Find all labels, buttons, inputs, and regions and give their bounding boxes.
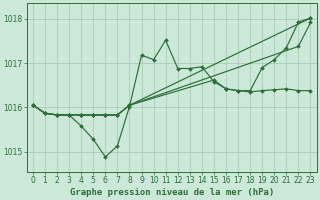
X-axis label: Graphe pression niveau de la mer (hPa): Graphe pression niveau de la mer (hPa) [69,188,274,197]
